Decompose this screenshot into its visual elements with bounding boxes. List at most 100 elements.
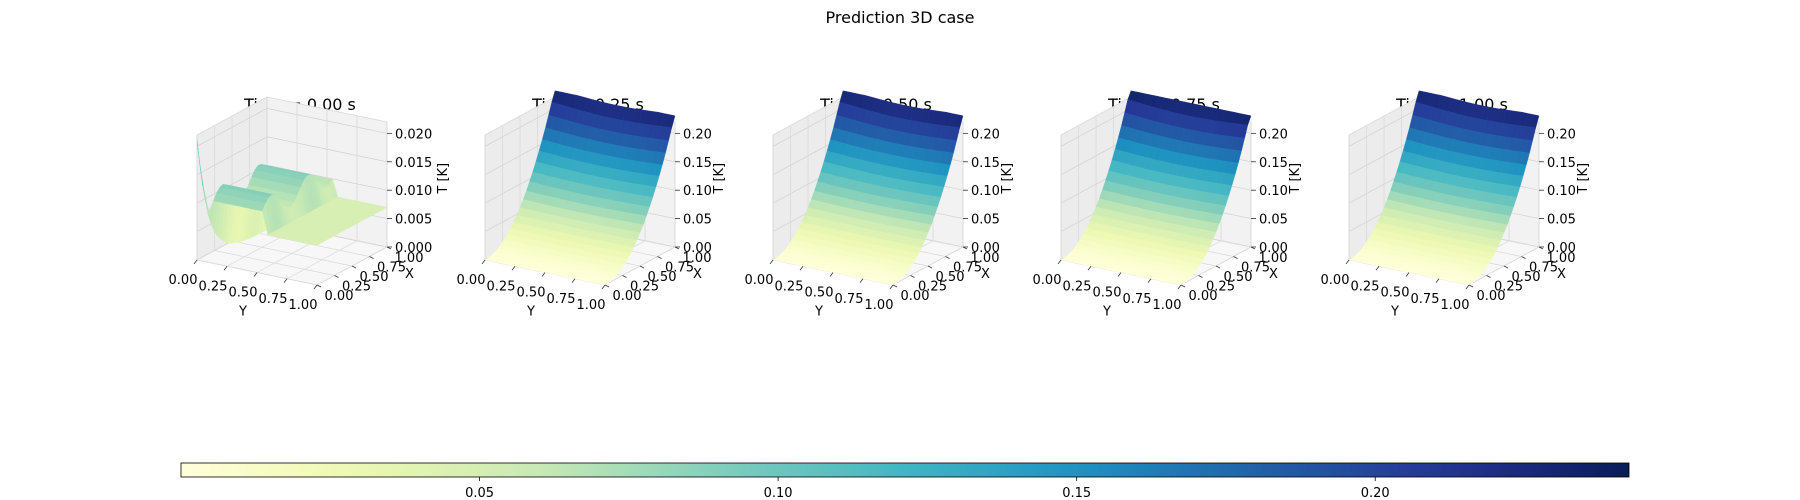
y-axis-tick bbox=[571, 278, 576, 283]
y-axis-tick bbox=[1465, 284, 1470, 290]
y-axis-tick-label: 0.75 bbox=[1411, 292, 1440, 307]
z-axis-tick-label: 0.05 bbox=[971, 213, 1000, 228]
y-axis-tick-label: 0.75 bbox=[259, 292, 288, 307]
z-axis-tick-label: 0.00 bbox=[683, 241, 712, 256]
x-axis-tick bbox=[1468, 284, 1474, 288]
x-axis-tick-label: 0.25 bbox=[918, 280, 947, 295]
x-axis-tick bbox=[892, 284, 898, 288]
colorbar-tick-label: 0.15 bbox=[1062, 486, 1091, 500]
x-axis-tick-label: 0.25 bbox=[1494, 280, 1523, 295]
y-axis-tick-label: 0.25 bbox=[199, 279, 228, 294]
y-axis-label: Y bbox=[814, 304, 823, 319]
y-axis-tick bbox=[799, 266, 804, 271]
x-axis-tick-label: 0.50 bbox=[1512, 270, 1541, 285]
y-axis-tick-label: 0.25 bbox=[1063, 279, 1092, 294]
y-axis-tick-label: 0.25 bbox=[1351, 279, 1380, 294]
x-axis-tick bbox=[639, 265, 645, 269]
z-axis-tick-label: 0.020 bbox=[395, 127, 432, 142]
surface-panel: Time = 0.50 s0.000.250.500.751.00Y0.000.… bbox=[745, 90, 1015, 319]
z-axis-tick-label: 0.00 bbox=[1547, 241, 1576, 256]
x-axis-tick-label: 1.00 bbox=[395, 251, 424, 266]
y-axis-tick-label: 0.50 bbox=[517, 286, 546, 301]
surface-facet bbox=[1462, 281, 1473, 286]
y-axis-tick bbox=[1375, 266, 1380, 271]
y-axis-tick bbox=[859, 278, 864, 283]
y-axis-tick-label: 0.25 bbox=[775, 279, 804, 294]
x-axis-tick-label: 0.50 bbox=[1224, 270, 1253, 285]
z-axis-tick-label: 0.15 bbox=[971, 156, 1000, 171]
x-axis-tick bbox=[657, 256, 662, 259]
y-axis-tick-label: 0.50 bbox=[229, 286, 258, 301]
z-axis-tick-label: 0.20 bbox=[1547, 127, 1576, 142]
x-axis-tick bbox=[910, 275, 915, 278]
colorbar-tick-label: 0.10 bbox=[764, 486, 793, 500]
z-axis-tick-label: 0.20 bbox=[971, 127, 1000, 142]
x-axis-tick bbox=[1215, 265, 1221, 269]
x-axis-tick-label: 0.75 bbox=[665, 261, 694, 276]
z-axis-tick-label: 0.05 bbox=[683, 213, 712, 228]
z-axis-tick-label: 0.000 bbox=[395, 241, 432, 256]
y-axis-tick-label: 0.00 bbox=[169, 273, 198, 288]
x-axis-tick-label: 0.25 bbox=[1206, 280, 1235, 295]
y-axis-tick-label: 0.75 bbox=[835, 292, 864, 307]
y-axis-tick-label: 0.75 bbox=[1123, 292, 1152, 307]
y-axis-tick bbox=[223, 266, 228, 271]
x-axis-tick-label: 0.75 bbox=[377, 261, 406, 276]
z-axis-tick-label: 0.20 bbox=[683, 127, 712, 142]
x-axis-label: X bbox=[1557, 267, 1566, 282]
y-axis-tick-label: 0.50 bbox=[805, 286, 834, 301]
x-axis-tick bbox=[316, 284, 322, 288]
x-axis-tick bbox=[1486, 275, 1491, 278]
y-axis-tick-label: 0.00 bbox=[1033, 273, 1062, 288]
x-axis-tick bbox=[1180, 284, 1186, 288]
colorbar: 0.05 0.10 0.15 0.20 bbox=[180, 462, 1630, 500]
x-axis-tick bbox=[351, 265, 357, 269]
x-axis-tick-label: 1.00 bbox=[683, 251, 712, 266]
y-axis-tick-label: 1.00 bbox=[1153, 298, 1182, 313]
x-axis-tick-label: 0.00 bbox=[1189, 289, 1218, 304]
z-axis-tick-label: 0.05 bbox=[1259, 213, 1288, 228]
y-axis-tick bbox=[1087, 266, 1092, 271]
z-axis-label: T [K] bbox=[712, 163, 727, 195]
z-axis-tick-label: 0.005 bbox=[395, 213, 432, 228]
y-axis-tick bbox=[769, 259, 774, 265]
z-axis-tick-label: 0.00 bbox=[971, 241, 1000, 256]
x-axis-tick bbox=[369, 256, 374, 259]
x-axis-tick-label: 0.25 bbox=[342, 280, 371, 295]
y-axis-tick bbox=[1147, 278, 1152, 283]
z-axis-label: T [K] bbox=[1576, 163, 1591, 195]
y-axis-tick-label: 0.00 bbox=[745, 273, 774, 288]
y-axis-tick bbox=[253, 272, 258, 277]
y-axis-tick-label: 0.50 bbox=[1381, 286, 1410, 301]
y-axis-tick bbox=[1435, 278, 1440, 283]
surface-facet bbox=[598, 281, 609, 286]
y-axis-label: Y bbox=[1102, 304, 1111, 319]
z-axis-tick-label: 0.05 bbox=[1547, 213, 1576, 228]
x-axis-tick-label: 1.00 bbox=[1259, 251, 1288, 266]
surface-facet bbox=[886, 281, 897, 286]
y-axis-tick-label: 0.75 bbox=[547, 292, 576, 307]
surface-panel: Time = 0.75 s0.000.250.500.751.00Y0.000.… bbox=[1033, 90, 1303, 319]
z-axis-tick-label: 0.15 bbox=[1259, 156, 1288, 171]
x-gridline bbox=[214, 125, 335, 276]
colorbar-tick-label: 0.05 bbox=[465, 486, 494, 500]
y-axis-tick bbox=[1177, 284, 1182, 290]
x-axis-tick bbox=[1503, 265, 1509, 269]
y-axis-tick bbox=[193, 259, 198, 265]
surface-panel: Time = 0.25 s0.000.250.500.751.00Y0.000.… bbox=[457, 90, 727, 319]
y-axis-tick bbox=[1117, 272, 1122, 277]
y-axis-tick bbox=[829, 272, 834, 277]
x-axis-label: X bbox=[693, 267, 702, 282]
x-axis-tick bbox=[1233, 256, 1238, 259]
x-axis-tick-label: 0.00 bbox=[901, 289, 930, 304]
surface-panel: Time = 1.00 s0.000.250.500.751.00Y0.000.… bbox=[1321, 90, 1591, 319]
z-axis-tick-label: 0.10 bbox=[971, 184, 1000, 199]
x-axis-tick-label: 0.00 bbox=[613, 289, 642, 304]
z-axis-tick-label: 0.00 bbox=[1259, 241, 1288, 256]
x-axis-tick bbox=[1198, 275, 1203, 278]
y-axis-tick-label: 0.50 bbox=[1093, 286, 1122, 301]
y-axis-tick bbox=[889, 284, 894, 290]
z-axis-label: T [K] bbox=[1288, 163, 1303, 195]
y-axis-tick-label: 1.00 bbox=[865, 298, 894, 313]
